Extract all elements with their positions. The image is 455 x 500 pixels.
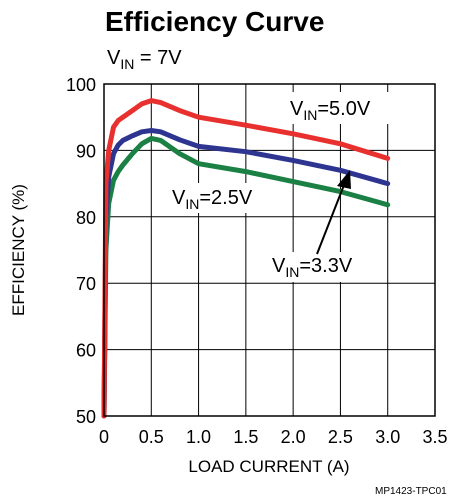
- y-tick-label: 80: [76, 208, 96, 228]
- subtitle-rest: = 7V: [134, 47, 182, 69]
- annotation-vin-5v: VIN=5.0V: [290, 98, 371, 123]
- grid: [103, 83, 436, 417]
- x-tick-label: 2.0: [281, 427, 306, 447]
- tick-labels: 0 0.5 1.0 1.5 2.0 2.5 3.0 3.5 50 60 70 80 90 100: [66, 75, 448, 447]
- x-tick-label: 2.5: [328, 427, 353, 447]
- plot-frame: [103, 83, 436, 417]
- annotation-5v-background: [287, 92, 403, 124]
- subtitle-sub: IN: [120, 56, 134, 72]
- y-tick-label: 70: [76, 274, 96, 294]
- x-tick-label: 3.5: [422, 427, 447, 447]
- x-tick-label: 1.0: [186, 427, 211, 447]
- chart-subtitle: VIN = 7V: [107, 47, 182, 72]
- x-axis-label: LOAD CURRENT (A): [188, 457, 349, 476]
- subtitle-main: V: [107, 47, 121, 69]
- series-lines: [101, 98, 391, 419]
- annotation-33v-background: [270, 252, 386, 282]
- annotation-25v-background: [170, 183, 286, 213]
- y-tick-label: 100: [66, 75, 96, 95]
- series-line-vin-3-3v: [101, 128, 391, 419]
- x-tick-label: 3.0: [375, 427, 400, 447]
- figure-credit: MP1423-TPC01: [375, 486, 447, 497]
- annotation-arrow: [316, 170, 351, 255]
- series-line-vin-5-0v: [101, 98, 391, 419]
- x-tick-label: 0.5: [139, 427, 164, 447]
- annotation-vin-25v: VIN=2.5V: [172, 187, 253, 212]
- series-line-vin-2-5v: [101, 135, 391, 419]
- y-tick-label: 90: [76, 141, 96, 161]
- annotation-vin-33v: VIN=3.3V: [272, 255, 353, 280]
- chart-title: Efficiency Curve: [105, 6, 324, 37]
- y-tick-label: 60: [76, 341, 96, 361]
- y-tick-label: 50: [76, 407, 96, 427]
- x-tick-label: 0: [99, 427, 109, 447]
- y-axis-label: EFFICIENCY (%): [9, 184, 28, 316]
- x-tick-label: 1.5: [233, 427, 258, 447]
